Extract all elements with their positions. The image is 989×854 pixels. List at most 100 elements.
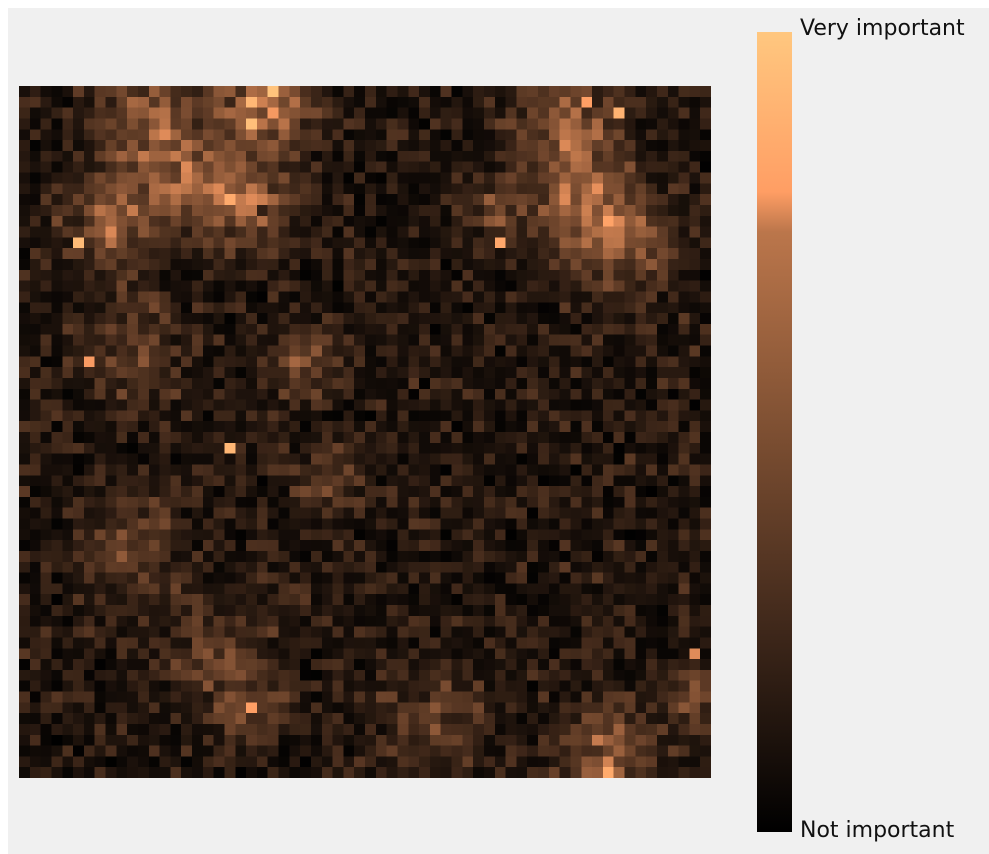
heatmap-cell — [527, 345, 539, 357]
heatmap-cell — [613, 723, 625, 735]
heatmap-cell — [170, 226, 182, 238]
heatmap-cell — [224, 518, 236, 530]
heatmap-cell — [613, 648, 625, 660]
heatmap-cell — [656, 507, 668, 519]
heatmap-cell — [419, 161, 431, 173]
heatmap-cell — [19, 259, 31, 271]
heatmap-cell — [613, 140, 625, 152]
heatmap-cell — [527, 680, 539, 692]
heatmap-cell — [51, 453, 63, 465]
heatmap-cell — [192, 161, 204, 173]
heatmap-cell — [170, 572, 182, 584]
heatmap-cell — [289, 237, 301, 249]
heatmap-cell — [343, 377, 355, 389]
heatmap-cell — [527, 237, 539, 249]
heatmap-cell — [559, 280, 571, 292]
heatmap-cell — [624, 659, 636, 671]
heatmap-cell — [213, 323, 225, 335]
heatmap-cell — [235, 367, 247, 379]
heatmap-cell — [127, 215, 139, 227]
heatmap-cell — [570, 637, 582, 649]
heatmap-cell — [667, 118, 679, 130]
heatmap-cell — [473, 756, 485, 768]
heatmap-cell — [570, 767, 582, 778]
heatmap-cell — [62, 767, 74, 778]
heatmap-cell — [137, 226, 149, 238]
heatmap-cell — [73, 734, 85, 746]
heatmap-cell — [592, 637, 604, 649]
heatmap-cell — [170, 594, 182, 606]
heatmap-cell — [310, 496, 322, 508]
heatmap-cell — [278, 507, 290, 519]
heatmap-cell — [310, 204, 322, 216]
heatmap-cell — [73, 605, 85, 617]
heatmap-cell — [40, 745, 52, 757]
heatmap-cell — [235, 659, 247, 671]
heatmap-cell — [181, 313, 193, 325]
heatmap-cell — [689, 453, 701, 465]
heatmap-cell — [51, 96, 63, 108]
heatmap-cell — [408, 86, 420, 98]
heatmap-cell — [321, 594, 333, 606]
heatmap-cell — [635, 388, 647, 400]
heatmap-cell — [527, 626, 539, 638]
heatmap-cell — [451, 334, 463, 346]
heatmap-cell — [148, 496, 160, 508]
heatmap-cell — [354, 518, 366, 530]
heatmap-cell — [592, 594, 604, 606]
heatmap-cell — [116, 237, 128, 249]
heatmap-cell — [127, 723, 139, 735]
heatmap-cell — [246, 529, 258, 541]
heatmap-cell — [678, 172, 690, 184]
heatmap-cell — [137, 345, 149, 357]
heatmap-cell — [224, 129, 236, 141]
heatmap-cell — [235, 594, 247, 606]
heatmap-cell — [646, 583, 658, 595]
heatmap-cell — [656, 713, 668, 725]
heatmap-cell — [473, 302, 485, 314]
heatmap-cell — [570, 648, 582, 660]
heatmap-cell — [127, 150, 139, 162]
heatmap-cell — [624, 745, 636, 757]
heatmap-cell — [127, 702, 139, 714]
heatmap-cell — [505, 442, 517, 454]
heatmap-cell — [494, 334, 506, 346]
heatmap-cell — [559, 734, 571, 746]
heatmap-cell — [397, 150, 409, 162]
heatmap-cell — [40, 215, 52, 227]
heatmap-cell — [613, 183, 625, 195]
heatmap-cell — [127, 302, 139, 314]
heatmap-cell — [278, 432, 290, 444]
heatmap-cell — [105, 691, 117, 703]
heatmap-cell — [310, 194, 322, 206]
heatmap-cell — [408, 648, 420, 660]
heatmap-cell — [300, 529, 312, 541]
heatmap-cell — [397, 118, 409, 130]
heatmap-cell — [181, 226, 193, 238]
heatmap-cell — [570, 334, 582, 346]
heatmap-cell — [473, 669, 485, 681]
heatmap-cell — [538, 129, 550, 141]
heatmap-cell — [516, 648, 528, 660]
heatmap-cell — [246, 313, 258, 325]
heatmap-cell — [267, 572, 279, 584]
heatmap-cell — [224, 215, 236, 227]
heatmap-cell — [408, 226, 420, 238]
heatmap-cell — [397, 464, 409, 476]
heatmap-cell — [429, 323, 441, 335]
heatmap-cell — [246, 269, 258, 281]
heatmap-cell — [440, 291, 452, 303]
heatmap-cell — [678, 259, 690, 271]
heatmap-cell — [386, 96, 398, 108]
heatmap-cell — [451, 248, 463, 260]
heatmap-cell — [646, 723, 658, 735]
heatmap-cell — [656, 107, 668, 119]
heatmap-cell — [635, 713, 647, 725]
heatmap-cell — [40, 183, 52, 195]
heatmap-cell — [538, 259, 550, 271]
heatmap-cell — [646, 745, 658, 757]
heatmap-cell — [451, 464, 463, 476]
heatmap-cell — [148, 226, 160, 238]
heatmap-cell — [656, 518, 668, 530]
heatmap-cell — [192, 507, 204, 519]
